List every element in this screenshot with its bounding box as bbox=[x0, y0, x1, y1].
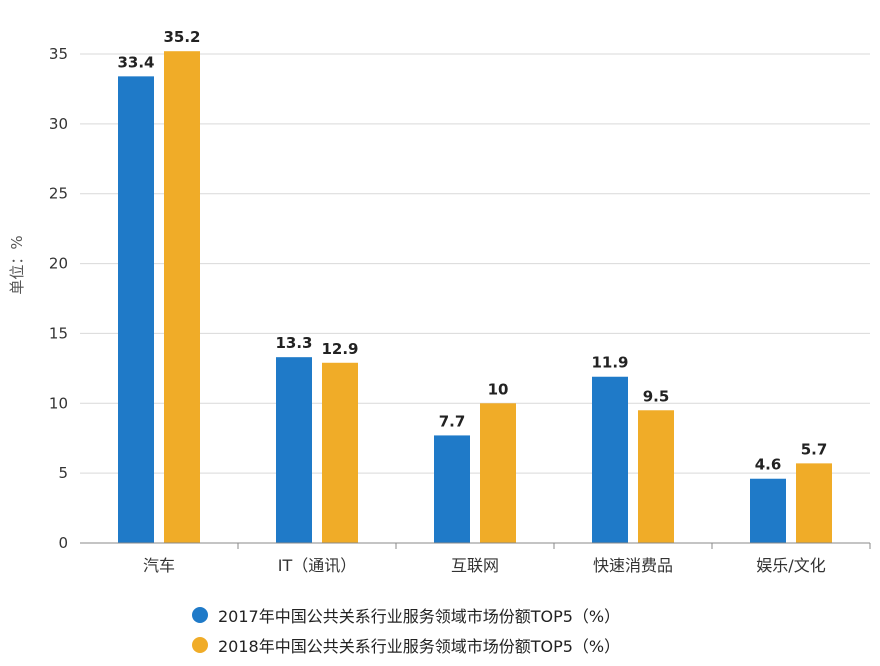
bar-series0-cat2 bbox=[434, 435, 470, 543]
category-label-4: 娱乐/文化 bbox=[756, 556, 825, 575]
legend: 2017年中国公共关系行业服务领域市场份额TOP5（%） 2018年中国公共关系… bbox=[192, 600, 620, 660]
y-axis-label: 单位：% bbox=[8, 235, 26, 294]
bar-series0-cat3 bbox=[592, 376, 628, 543]
legend-item-2018: 2018年中国公共关系行业服务领域市场份额TOP5（%） bbox=[192, 630, 620, 660]
legend-item-2017: 2017年中国公共关系行业服务领域市场份额TOP5（%） bbox=[192, 600, 620, 630]
category-label-0: 汽车 bbox=[143, 556, 175, 575]
value-label-series0-cat1: 13.3 bbox=[275, 334, 312, 352]
bar-series1-cat4 bbox=[796, 463, 832, 543]
bar-series1-cat1 bbox=[322, 362, 358, 543]
bar-series1-cat0 bbox=[164, 51, 200, 543]
value-label-series1-cat3: 9.5 bbox=[643, 387, 670, 405]
bar-series1-cat2 bbox=[480, 403, 516, 543]
value-label-series0-cat3: 11.9 bbox=[591, 354, 628, 372]
value-label-series0-cat2: 7.7 bbox=[439, 412, 466, 430]
value-label-series1-cat1: 12.9 bbox=[321, 340, 358, 358]
value-labels: 33.4 35.2 13.3 12.9 7.7 10 11.9 9.5 4.6 5.7 bbox=[117, 28, 827, 474]
category-label-1: IT（通讯） bbox=[278, 556, 357, 575]
y-axis-ticks: 0 5 10 15 20 25 30 35 bbox=[49, 45, 68, 552]
legend-marker-2017 bbox=[192, 607, 208, 623]
value-label-series1-cat2: 10 bbox=[488, 380, 509, 398]
bar-series0-cat4 bbox=[750, 478, 786, 543]
value-label-series0-cat0: 33.4 bbox=[117, 53, 154, 71]
y-tick-label-0: 0 bbox=[58, 534, 68, 552]
value-label-series1-cat4: 5.7 bbox=[801, 440, 828, 458]
bar-series0-cat0 bbox=[118, 76, 154, 544]
y-tick-label-20: 20 bbox=[49, 255, 68, 273]
x-axis-categories: 汽车 IT（通讯） 互联网 快速消费品 娱乐/文化 bbox=[143, 543, 871, 575]
bar-series1-cat3 bbox=[638, 410, 674, 543]
legend-label-2017: 2017年中国公共关系行业服务领域市场份额TOP5（%） bbox=[218, 607, 621, 626]
bar-chart: 0 5 10 15 20 25 30 35 单位：% 33.4 35.2 13.3 12.9 7.7 1… bbox=[8, 28, 871, 575]
y-tick-label-5: 5 bbox=[58, 464, 68, 482]
value-label-series1-cat0: 35.2 bbox=[163, 28, 200, 46]
y-tick-label-35: 35 bbox=[49, 45, 68, 63]
bars bbox=[118, 51, 832, 544]
category-label-3: 快速消费品 bbox=[593, 556, 673, 575]
category-label-2: 互联网 bbox=[451, 556, 499, 575]
y-tick-label-25: 25 bbox=[49, 185, 68, 203]
y-tick-label-10: 10 bbox=[49, 394, 68, 412]
bar-series0-cat1 bbox=[276, 357, 312, 543]
legend-label-2018: 2018年中国公共关系行业服务领域市场份额TOP5（%） bbox=[218, 637, 621, 656]
y-tick-label-15: 15 bbox=[49, 324, 68, 342]
grid-lines bbox=[80, 53, 870, 474]
y-tick-label-30: 30 bbox=[49, 115, 68, 133]
value-label-series0-cat4: 4.6 bbox=[755, 456, 782, 474]
legend-marker-2018 bbox=[192, 637, 208, 653]
